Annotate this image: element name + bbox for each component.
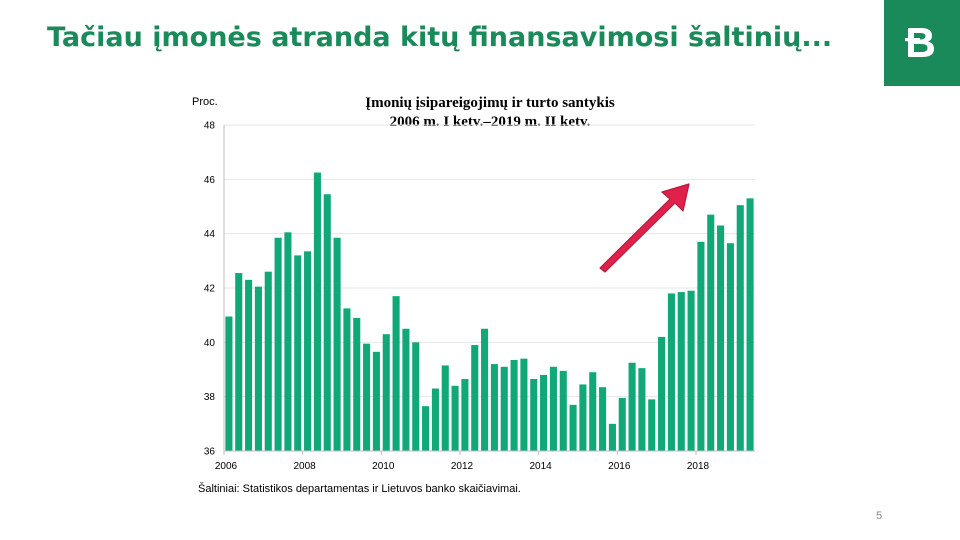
bar: [490, 364, 498, 451]
bar: [628, 362, 636, 451]
bar: [707, 214, 715, 451]
slide-title: Tačiau įmonės atranda kitų finansavimosi…: [47, 22, 833, 53]
bar: [667, 293, 675, 451]
bar: [422, 406, 430, 451]
bar: [264, 271, 272, 451]
x-tick-label: 2010: [372, 461, 395, 472]
bar: [717, 225, 725, 451]
y-tick-label: 42: [204, 284, 216, 295]
bar: [677, 292, 685, 451]
bar: [284, 232, 292, 451]
bar: [363, 343, 371, 451]
bar: [333, 237, 341, 451]
y-axis-unit-label: Proc.: [192, 96, 218, 108]
bar: [638, 368, 646, 451]
trend-arrow-icon: [599, 183, 690, 273]
x-tick-label: 2006: [215, 461, 238, 472]
y-tick-label: 48: [204, 121, 216, 132]
x-tick-label: 2014: [530, 461, 553, 472]
bar: [353, 317, 361, 451]
bar: [648, 399, 656, 451]
y-tick-label: 46: [204, 175, 216, 186]
bar: [461, 379, 469, 451]
bar: [736, 205, 744, 451]
bar: [392, 296, 400, 451]
bar: [746, 198, 754, 451]
bar: [245, 279, 253, 451]
logo-badge: [884, 0, 960, 86]
bar: [412, 342, 420, 451]
bar: [520, 358, 528, 451]
bar: [235, 273, 243, 451]
bar: [382, 334, 390, 451]
bar: [608, 423, 616, 451]
bar: [687, 290, 695, 451]
x-tick-label: 2016: [608, 461, 631, 472]
page-number: 5: [876, 510, 883, 522]
bar: [402, 328, 410, 451]
bar: [549, 366, 557, 451]
bar: [540, 374, 548, 451]
chart-title-line2: 2006 m. I ketv.–2019 m. II ketv.: [389, 114, 591, 130]
y-tick-label: 36: [204, 447, 216, 458]
bar: [313, 172, 321, 451]
bar: [559, 370, 567, 451]
bar: [323, 194, 331, 451]
bar: [530, 379, 538, 451]
bar: [372, 351, 380, 451]
bar: [431, 388, 439, 451]
bar: [510, 359, 518, 451]
bar: [294, 255, 302, 451]
bar: [274, 237, 282, 451]
bar: [481, 328, 489, 451]
bar: [471, 345, 479, 451]
y-tick-label: 40: [204, 338, 216, 349]
y-tick-label: 44: [204, 229, 216, 240]
bar: [726, 243, 734, 451]
y-tick-label: 38: [204, 392, 216, 403]
bar: [500, 366, 508, 451]
bar: [343, 308, 351, 451]
x-tick-label: 2012: [451, 461, 474, 472]
source-note: Šaltiniai: Statistikos departamentas ir …: [198, 483, 521, 495]
bar: [618, 398, 626, 451]
x-tick-label: 2018: [687, 461, 710, 472]
bar: [589, 372, 597, 451]
bar: [225, 316, 233, 451]
bar: [254, 286, 262, 451]
x-tick-label: 2008: [294, 461, 317, 472]
bank-of-lithuania-logo-icon: [905, 28, 934, 57]
bar: [569, 404, 577, 451]
bar: [451, 385, 459, 451]
bar: [658, 336, 666, 451]
bar: [579, 384, 587, 451]
bar: [697, 241, 705, 451]
bar: [599, 387, 607, 451]
bar: [441, 365, 449, 451]
chart-title-line1: Įmonių įsipareigojimų ir turto santykis: [365, 95, 615, 111]
bar: [304, 251, 312, 451]
chart-title: Įmonių įsipareigojimų ir turto santykis …: [300, 94, 680, 132]
